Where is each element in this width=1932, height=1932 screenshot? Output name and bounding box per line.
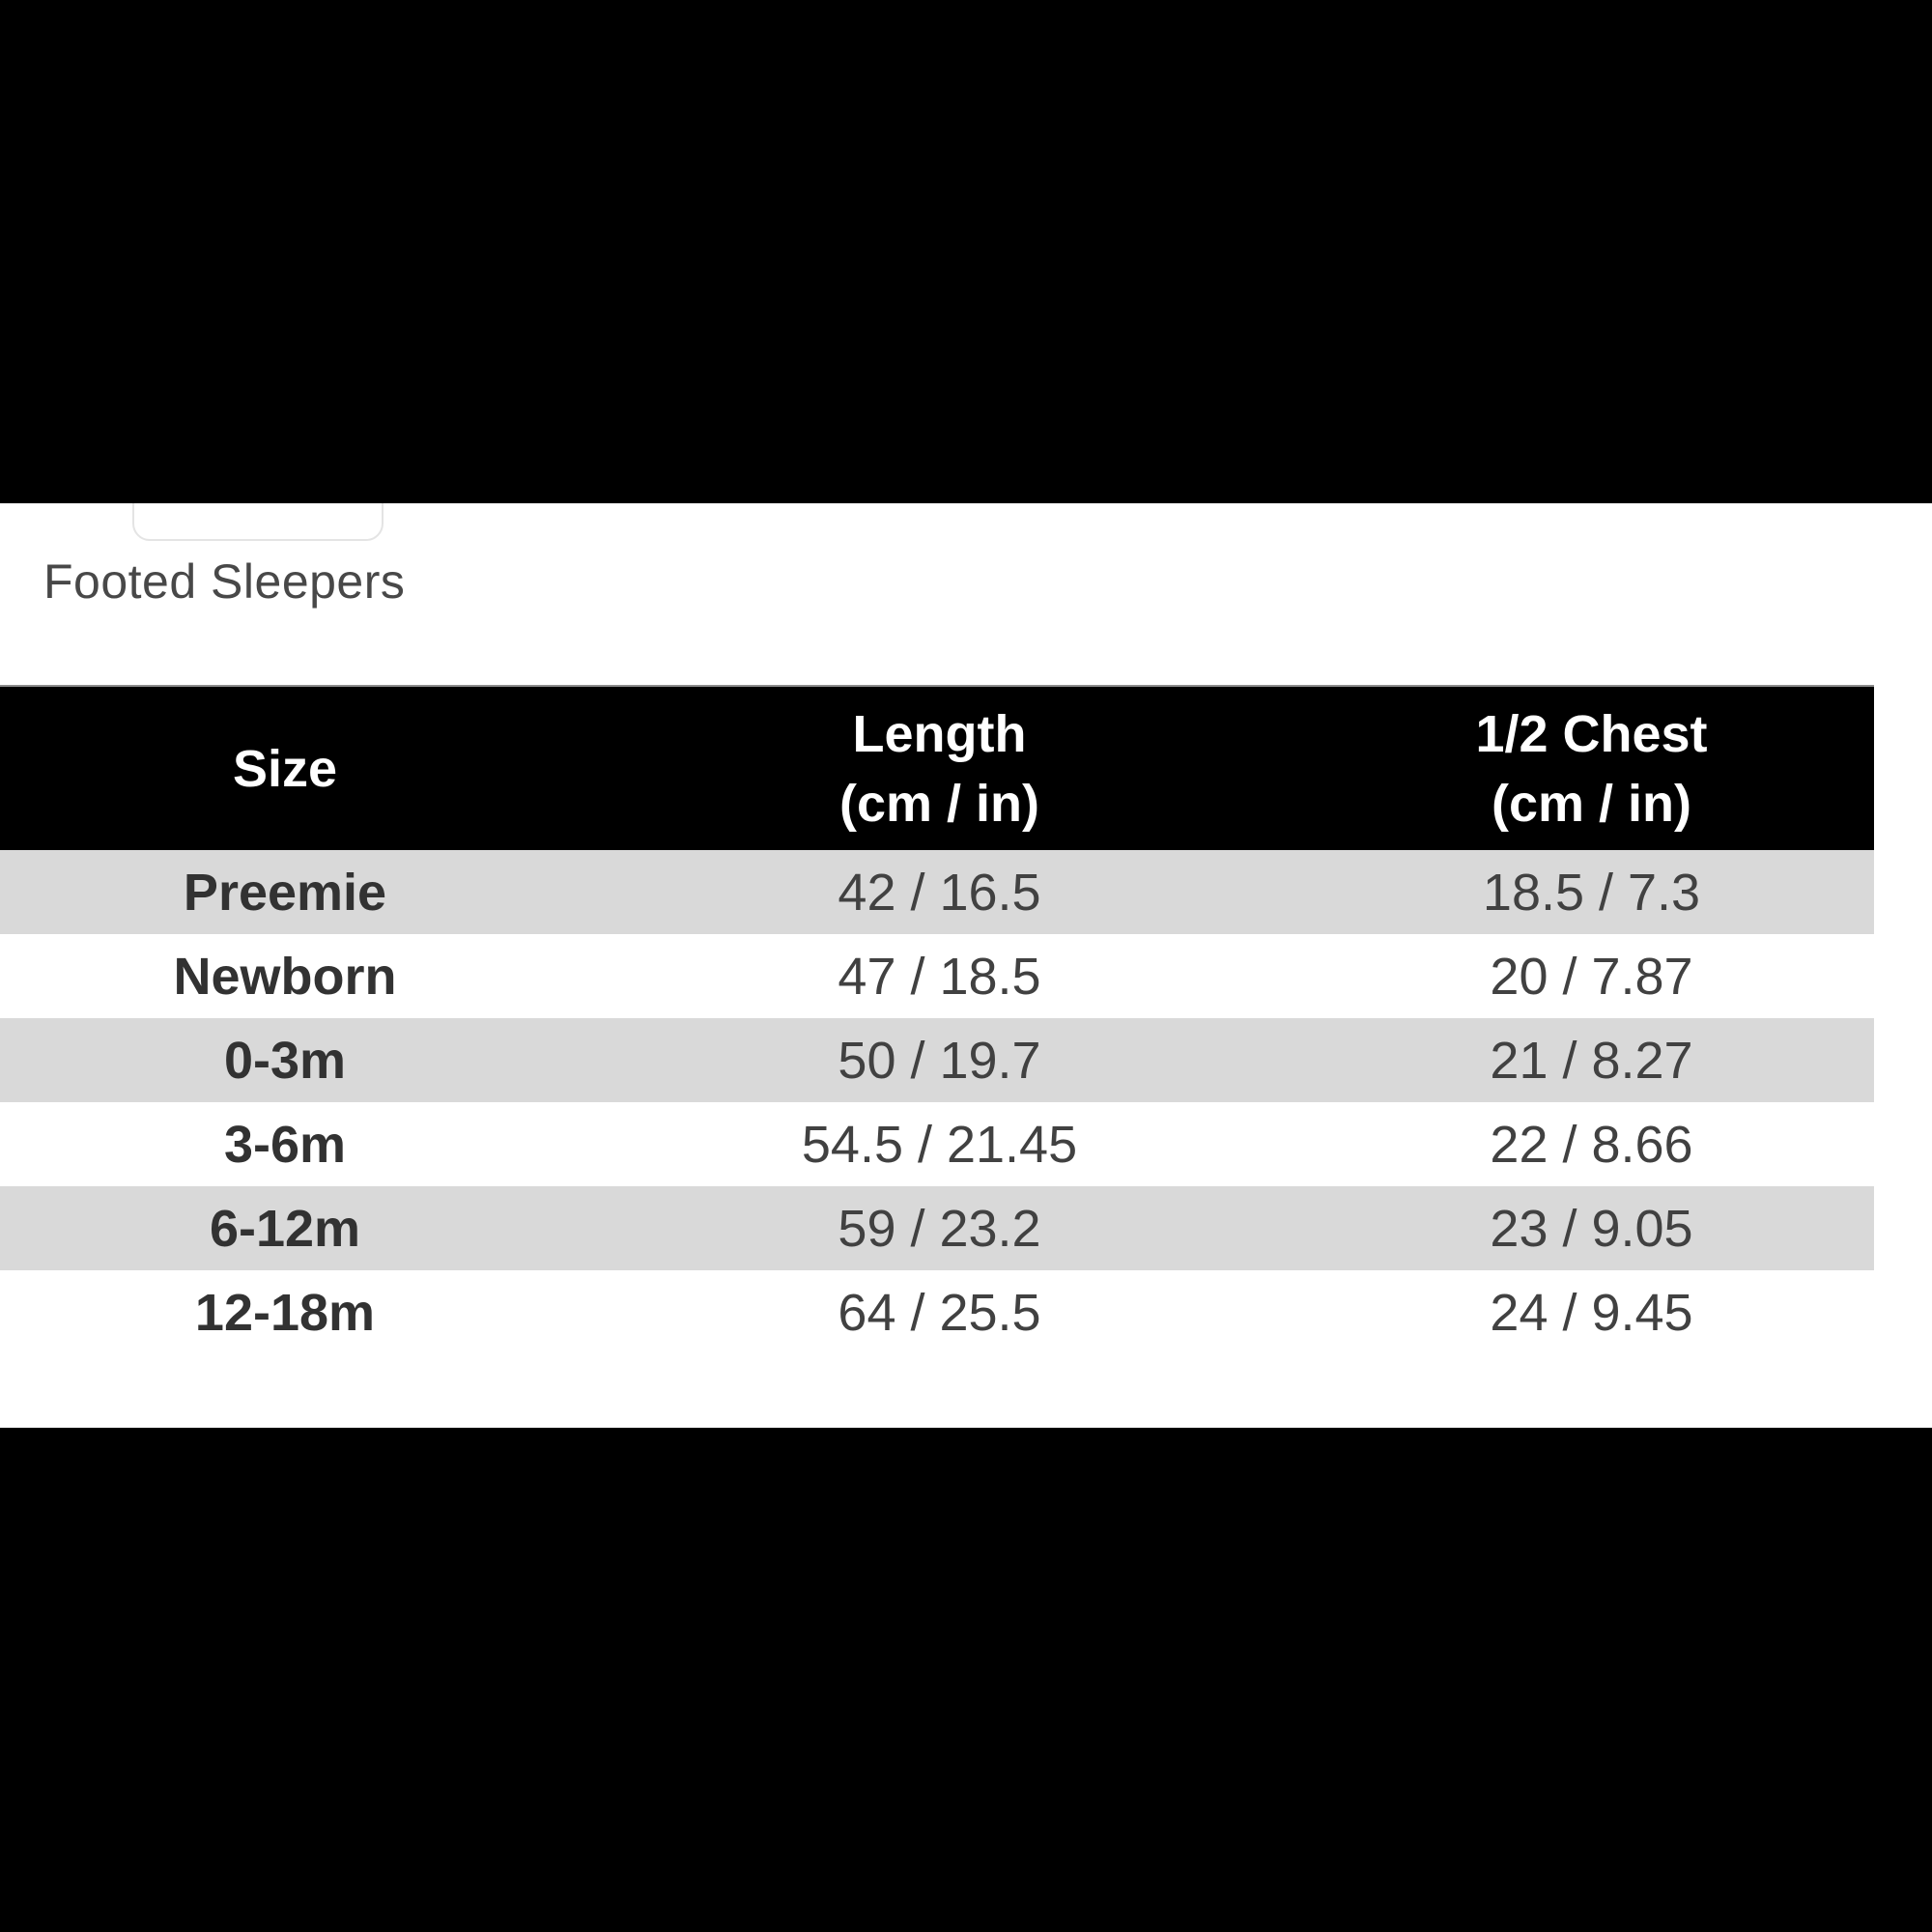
cell-size: 6-12m: [209, 1199, 361, 1258]
top-letterbox: [0, 0, 1932, 503]
cell-chest: 22 / 8.66: [1490, 1115, 1693, 1174]
cell-chest: 18.5 / 7.3: [1482, 863, 1701, 922]
cell-length: 50 / 19.7: [838, 1031, 1041, 1090]
col-header-length: Length (cm / in): [570, 699, 1309, 838]
col-header-chest-unit: (cm / in): [1491, 774, 1691, 833]
cell-length: 47 / 18.5: [838, 947, 1041, 1006]
cell-length: 59 / 23.2: [838, 1199, 1041, 1258]
cell-size: 12-18m: [194, 1283, 376, 1342]
col-header-length-unit: (cm / in): [838, 774, 1039, 833]
cell-chest: 24 / 9.45: [1490, 1283, 1693, 1342]
table-body: Preemie 42 / 16.5 18.5 / 7.3 Newborn 47 …: [0, 850, 1874, 1354]
cell-length: 42 / 16.5: [838, 863, 1041, 922]
table-header-row: Size Length (cm / in) 1/2 Chest (cm / in…: [0, 687, 1874, 850]
cell-chest: 21 / 8.27: [1490, 1031, 1693, 1090]
cell-size: 0-3m: [223, 1031, 347, 1090]
table-row: 0-3m 50 / 19.7 21 / 8.27: [0, 1018, 1874, 1102]
cell-chest: 23 / 9.05: [1490, 1199, 1693, 1258]
cell-length: 64 / 25.5: [838, 1283, 1041, 1342]
table-row: Newborn 47 / 18.5 20 / 7.87: [0, 934, 1874, 1018]
cell-chest: 20 / 7.87: [1490, 947, 1693, 1006]
cell-size: Newborn: [173, 947, 397, 1006]
cell-length: 54.5 / 21.45: [801, 1115, 1078, 1174]
cell-size: 3-6m: [223, 1115, 347, 1174]
size-chart-table: Size Length (cm / in) 1/2 Chest (cm / in…: [0, 685, 1874, 1354]
col-header-size: Size: [0, 734, 570, 804]
col-header-length-label: Length: [852, 704, 1027, 763]
page-title: Footed Sleepers: [43, 554, 406, 609]
col-header-size-label: Size: [232, 739, 338, 798]
cell-size: Preemie: [183, 863, 387, 922]
table-row: 6-12m 59 / 23.2 23 / 9.05: [0, 1186, 1874, 1270]
bottom-letterbox: [0, 1428, 1932, 1932]
table-row: Preemie 42 / 16.5 18.5 / 7.3: [0, 850, 1874, 934]
table-row: 12-18m 64 / 25.5 24 / 9.45: [0, 1270, 1874, 1354]
col-header-chest-label: 1/2 Chest: [1475, 704, 1708, 763]
col-header-chest: 1/2 Chest (cm / in): [1309, 699, 1874, 838]
table-row: 3-6m 54.5 / 21.45 22 / 8.66: [0, 1102, 1874, 1186]
